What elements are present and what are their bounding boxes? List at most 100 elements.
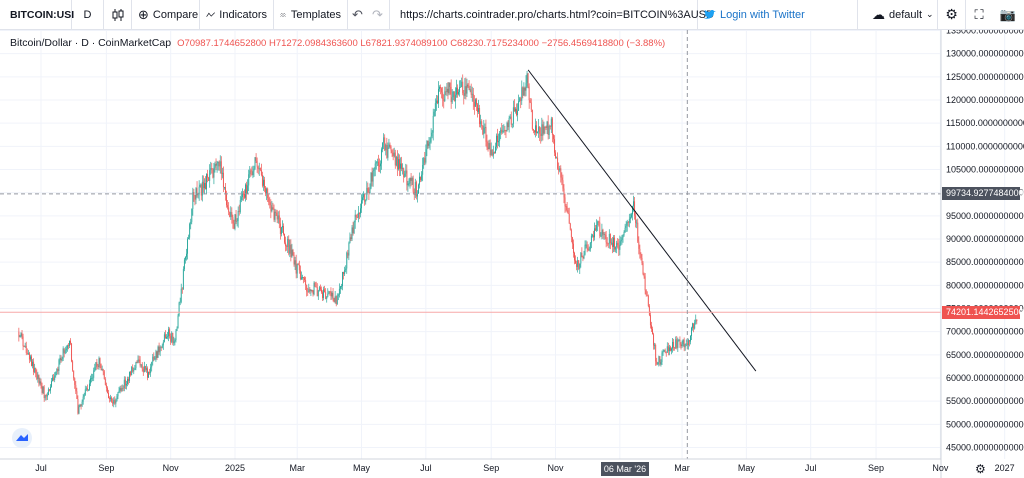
candle <box>474 98 476 107</box>
candle <box>594 222 595 241</box>
price-chart[interactable]: 135000.0000000000 130000.0000000000 125000… <box>0 30 1024 478</box>
candle <box>261 171 263 188</box>
candle <box>647 294 649 308</box>
candle <box>658 355 660 367</box>
candle <box>279 217 281 240</box>
share-url[interactable]: https://charts.cointrader.pro/charts.htm… <box>390 0 714 30</box>
time-tick-label: Mar <box>289 463 305 473</box>
candle <box>566 201 568 213</box>
candle <box>644 272 646 295</box>
gear-icon: ⚙ <box>945 6 958 22</box>
candle <box>250 168 252 177</box>
candle <box>220 156 222 181</box>
candle <box>545 125 547 130</box>
candle <box>306 284 308 297</box>
candle <box>125 380 127 390</box>
candle <box>378 158 380 173</box>
candle <box>515 107 516 114</box>
candle <box>423 157 425 169</box>
candle <box>586 241 588 253</box>
candle <box>660 359 662 367</box>
candle <box>59 354 61 365</box>
candle <box>158 342 160 355</box>
candle <box>247 179 249 194</box>
candle <box>460 80 462 88</box>
settings-button[interactable]: ⚙ <box>938 0 966 30</box>
candle <box>360 203 361 218</box>
candle <box>322 290 323 301</box>
logo-icon[interactable] <box>12 428 32 448</box>
candle <box>25 341 27 356</box>
layout-selector[interactable]: ☁ default ⌄ <box>866 0 938 30</box>
candle <box>412 175 414 194</box>
candle <box>23 345 25 347</box>
candle <box>319 284 321 292</box>
candle <box>123 376 125 392</box>
candle <box>587 244 589 252</box>
interval-selector[interactable]: D <box>72 0 104 30</box>
symbol-search[interactable]: BITCOIN:USI <box>0 0 74 30</box>
candle <box>184 256 186 264</box>
chart-type-button[interactable] <box>104 0 132 30</box>
candle <box>131 366 133 376</box>
candle <box>541 117 543 142</box>
candle <box>656 357 658 366</box>
crosshair-date-tag: 06 Mar '26 <box>601 462 649 476</box>
plus-circle-icon: ⊕ <box>138 6 149 22</box>
candle <box>462 74 464 96</box>
candle <box>369 183 371 195</box>
price-axis[interactable]: 135000.0000000000 130000.0000000000 125000… <box>946 30 1024 453</box>
trendline[interactable] <box>527 69 757 372</box>
candle <box>635 210 637 228</box>
candle <box>544 126 546 134</box>
candle <box>298 260 300 274</box>
time-tick-label: Sep <box>98 463 114 473</box>
candle <box>170 333 172 345</box>
candle <box>183 257 185 272</box>
candle <box>597 220 599 232</box>
candle <box>692 322 694 331</box>
candle <box>189 222 191 240</box>
candle <box>521 80 523 105</box>
candle <box>551 117 553 143</box>
top-toolbar: BITCOIN:USI D ⊕ Compare Indicators Templ… <box>0 0 1024 30</box>
undo-button[interactable]: ↶ <box>348 0 368 30</box>
candle <box>198 180 200 201</box>
screenshot-button[interactable]: 📷 <box>992 0 1024 30</box>
candle <box>550 116 552 134</box>
candle <box>27 349 29 355</box>
candle <box>222 166 224 192</box>
candle <box>562 174 564 192</box>
candle <box>491 149 493 157</box>
time-tick-label: Sep <box>483 463 499 473</box>
candle <box>232 214 234 229</box>
candle <box>653 332 655 350</box>
axis-settings-gear-icon[interactable]: ⚙ <box>975 462 986 476</box>
candle <box>339 285 341 294</box>
candle <box>457 84 458 98</box>
candle <box>696 319 698 325</box>
candle <box>167 332 168 340</box>
templates-button[interactable]: Templates <box>274 0 348 30</box>
indicators-button[interactable]: Indicators <box>200 0 274 30</box>
fullscreen-button[interactable]: ⛶ <box>966 0 992 30</box>
candle <box>348 241 350 261</box>
candle <box>381 147 383 170</box>
candle <box>105 382 107 392</box>
time-axis[interactable]: JulSepNov2025MarMayJulSepNov2026MarMayJu… <box>35 463 1014 473</box>
candle <box>459 80 461 97</box>
candle <box>382 142 384 153</box>
candle <box>70 338 71 346</box>
redo-button[interactable]: ↷ <box>368 0 390 30</box>
price-tick-label: 95000.0000000000 <box>946 211 1024 221</box>
candle <box>127 376 128 387</box>
candle <box>336 293 338 305</box>
candle <box>108 389 109 399</box>
candle <box>556 156 558 159</box>
compare-button[interactable]: ⊕ Compare <box>132 0 200 30</box>
candle <box>533 130 535 136</box>
candle <box>694 319 696 330</box>
candle <box>569 222 571 231</box>
twitter-login-button[interactable]: Login with Twitter <box>698 0 858 30</box>
candle <box>276 209 278 223</box>
